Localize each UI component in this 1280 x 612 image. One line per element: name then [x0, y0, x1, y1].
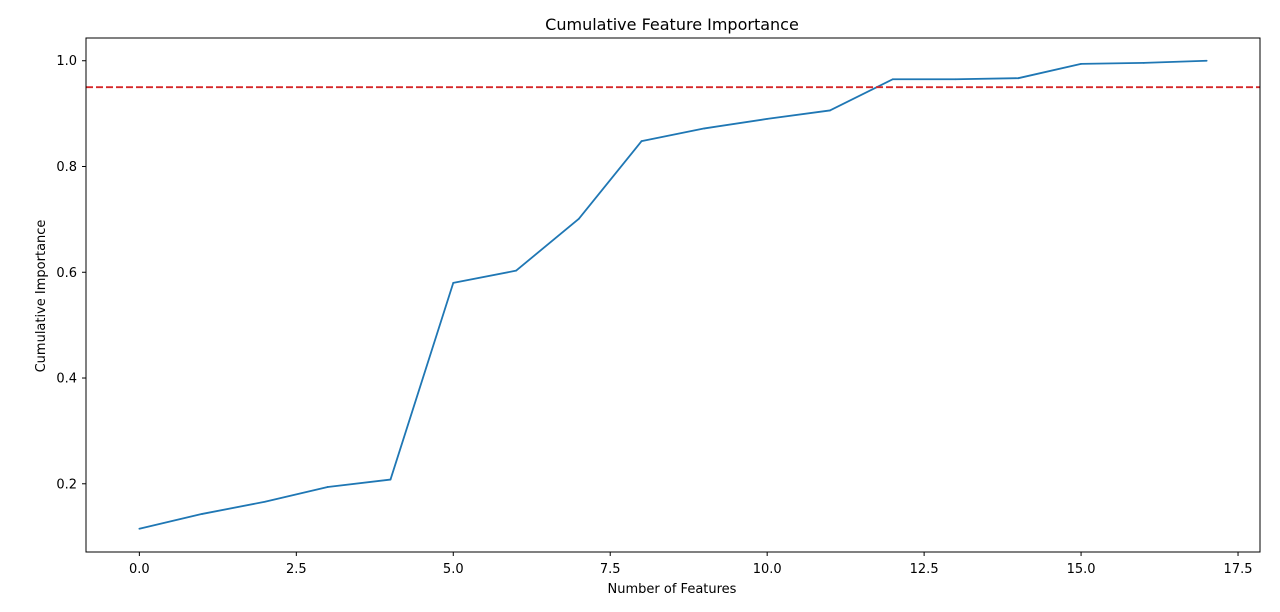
- y-axis-label: Cumulative Importance: [34, 220, 49, 373]
- plot-area: [86, 59, 1260, 530]
- data-point: [954, 78, 957, 81]
- x-tick-label: 2.5: [286, 562, 307, 577]
- data-point: [829, 109, 831, 112]
- data-point: [1017, 77, 1020, 80]
- data-point: [1205, 59, 1208, 62]
- chart-title: Cumulative Feature Importance: [545, 15, 799, 34]
- data-point: [640, 140, 643, 143]
- x-tick-label: 15.0: [1067, 562, 1096, 577]
- data-point: [577, 217, 580, 220]
- y-tick-label: 0.4: [56, 372, 77, 387]
- x-tick-label: 0.0: [129, 562, 150, 577]
- data-point: [452, 281, 455, 284]
- data-point: [326, 486, 329, 488]
- data-point: [891, 78, 894, 81]
- y-tick-label: 1.0: [56, 54, 77, 69]
- data-point: [138, 527, 141, 530]
- x-tick-label: 12.5: [910, 562, 939, 577]
- x-tick-label: 7.5: [600, 562, 621, 577]
- data-point: [1080, 63, 1082, 65]
- y-axis-ticks: 0.2 0.4 0.6 0.8 1.0: [56, 54, 86, 492]
- data-point: [703, 127, 706, 130]
- x-tick-label: 10.0: [753, 562, 782, 577]
- data-point: [766, 118, 769, 120]
- data-point: [515, 269, 517, 272]
- y-tick-label: 0.2: [56, 477, 77, 492]
- x-axis-label: Number of Features: [608, 582, 737, 597]
- x-tick-label: 5.0: [443, 562, 464, 577]
- data-point: [264, 500, 266, 503]
- x-tick-label: 17.5: [1224, 562, 1253, 577]
- axes-frame: [85, 37, 1261, 553]
- data-point: [201, 513, 204, 515]
- data-point: [1142, 61, 1145, 64]
- y-tick-label: 0.6: [56, 266, 77, 281]
- y-tick-label: 0.8: [56, 160, 77, 175]
- data-point: [389, 478, 392, 481]
- x-axis-ticks: 0.0 2.5 5.0 7.5 10.0 12.5 15.0 17.5: [129, 552, 1253, 577]
- series-line-0: [139, 59, 1207, 530]
